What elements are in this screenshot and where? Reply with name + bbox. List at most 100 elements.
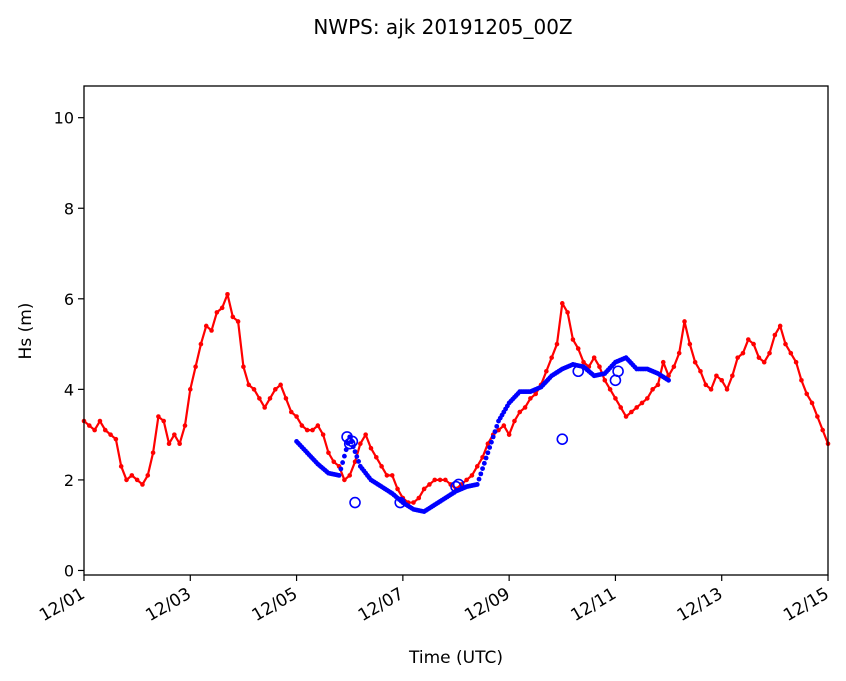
y-tick-label: 0	[64, 561, 74, 580]
data-point	[432, 477, 438, 483]
data-point	[793, 359, 799, 365]
data-point	[735, 355, 740, 360]
data-point	[581, 359, 586, 365]
data-point	[474, 464, 480, 469]
collocated-marker	[452, 478, 465, 491]
data-point	[352, 459, 358, 465]
plot-marks	[81, 291, 831, 515]
data-point	[267, 396, 273, 401]
data-point	[288, 409, 294, 415]
data-point	[257, 396, 262, 401]
data-point	[342, 453, 347, 459]
collocated-marker	[572, 365, 585, 378]
data-point	[358, 441, 363, 446]
data-point	[356, 459, 361, 464]
data-point	[565, 310, 570, 315]
data-point	[118, 464, 124, 469]
data-point	[87, 423, 92, 428]
data-point	[703, 382, 709, 388]
data-point	[751, 341, 756, 347]
data-point	[719, 378, 725, 383]
data-point	[469, 473, 475, 478]
series-line-observed	[83, 293, 830, 504]
data-point	[411, 500, 416, 505]
x-tick-label: 12/13	[674, 584, 726, 626]
data-point	[251, 387, 257, 392]
data-point	[777, 323, 783, 329]
data-point	[416, 495, 422, 501]
data-point	[214, 310, 220, 315]
data-point	[331, 459, 337, 465]
data-point	[389, 473, 395, 478]
x-tick-label: 12/09	[461, 584, 513, 626]
y-axis: 0 2 4 6 8 10	[54, 109, 84, 580]
data-point	[687, 341, 693, 347]
data-point	[533, 391, 539, 397]
data-point	[129, 473, 135, 478]
data-point	[481, 460, 487, 466]
data-point	[492, 429, 498, 435]
data-point	[660, 359, 666, 365]
data-point	[544, 368, 549, 374]
data-point	[496, 427, 501, 433]
data-point	[671, 364, 677, 370]
data-point	[591, 355, 597, 360]
data-point	[326, 450, 331, 456]
data-point	[597, 364, 602, 370]
data-point	[92, 427, 97, 433]
data-point	[241, 364, 246, 370]
data-point	[490, 434, 496, 440]
data-point	[443, 477, 448, 483]
data-point	[113, 436, 119, 442]
data-point	[177, 441, 182, 446]
data-point	[740, 350, 746, 356]
data-point	[645, 396, 650, 401]
data-point	[501, 423, 507, 428]
data-point	[629, 409, 634, 415]
x-tick-label: 12/15	[780, 584, 832, 626]
data-point	[480, 466, 485, 471]
data-point	[549, 355, 554, 360]
data-point	[820, 427, 825, 433]
data-point	[166, 441, 172, 446]
data-point	[724, 387, 730, 392]
data-point	[299, 423, 305, 428]
x-tick-label: 12/01	[36, 584, 88, 626]
data-point	[650, 387, 655, 392]
data-point	[203, 323, 209, 329]
data-point	[745, 337, 751, 342]
data-point	[347, 473, 353, 478]
data-point	[108, 432, 113, 437]
data-point	[607, 387, 613, 392]
data-point	[187, 387, 193, 392]
data-point	[756, 355, 762, 360]
y-tick-label: 8	[64, 199, 74, 218]
data-point	[655, 382, 661, 388]
data-point	[161, 418, 167, 424]
y-tick-label: 6	[64, 290, 74, 309]
data-point	[294, 414, 299, 419]
data-point	[354, 454, 360, 459]
data-point	[489, 439, 494, 445]
x-axis: 12/01 12/03 12/05 12/07 12/09 12/11 12/13 12/15	[36, 575, 833, 626]
data-point	[464, 477, 469, 483]
x-tick-label: 12/03	[142, 584, 194, 626]
data-point	[225, 291, 230, 297]
data-point	[554, 341, 560, 347]
data-point	[522, 405, 528, 410]
data-point	[478, 471, 484, 477]
data-point	[338, 466, 344, 472]
data-point	[799, 378, 804, 383]
y-tick-label: 10	[54, 109, 74, 128]
data-point	[102, 427, 108, 433]
data-point	[310, 427, 315, 433]
data-point	[476, 476, 482, 482]
collocated-marker	[343, 437, 356, 450]
data-point	[336, 472, 342, 478]
data-point	[340, 460, 346, 465]
collocated-marker	[346, 435, 359, 448]
data-point	[487, 445, 493, 450]
data-point	[692, 359, 698, 365]
data-point	[219, 305, 225, 311]
x-tick-label: 12/11	[567, 584, 619, 626]
